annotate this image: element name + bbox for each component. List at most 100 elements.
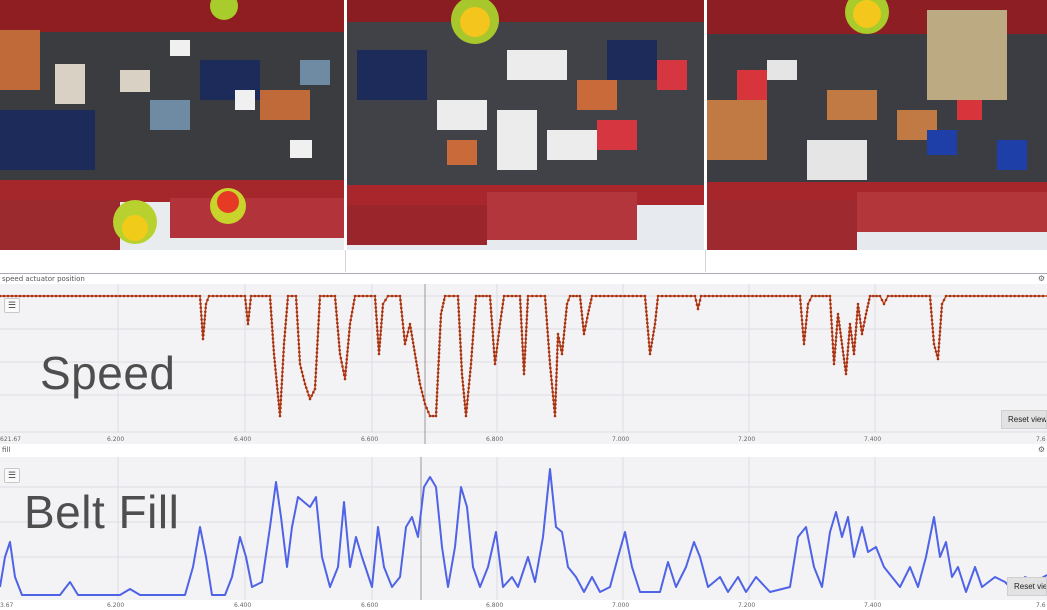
speed-data-point (942, 298, 946, 302)
speed-data-point (699, 294, 703, 298)
speed-data-point (399, 302, 403, 306)
speed-data-point (413, 352, 417, 356)
speed-data-point (993, 294, 996, 298)
speed-data-point (200, 314, 203, 317)
speed-data-point (581, 321, 585, 324)
speed-data-point (410, 333, 414, 337)
speed-data-point (838, 327, 842, 331)
speed-data-point (312, 391, 315, 394)
speed-data-point (340, 361, 343, 364)
speed-data-point (660, 294, 664, 298)
speed-data-point (799, 306, 803, 310)
speed-data-point (270, 321, 274, 325)
speed-data-point (880, 298, 884, 302)
speed-data-point (339, 356, 343, 360)
speed-data-point (439, 324, 442, 328)
speed-data-point (589, 298, 593, 301)
speed-data-point (478, 294, 481, 298)
legend-list-icon[interactable]: ☰ (4, 298, 20, 313)
speed-data-point (468, 378, 471, 382)
speed-data-point (257, 294, 260, 298)
speed-data-point (438, 328, 442, 331)
speed-data-point (655, 302, 659, 306)
fill-x-tick: 6.800 (486, 602, 504, 609)
speed-data-point (277, 399, 280, 402)
speed-data-point (315, 363, 318, 367)
fill-reset-view-button[interactable]: Reset view (1007, 577, 1047, 596)
speed-data-point (1025, 294, 1029, 298)
speed-data-point (656, 298, 659, 302)
speed-data-point (647, 337, 650, 340)
speed-data-point (38, 294, 42, 298)
speed-data-point (547, 350, 551, 354)
speed-data-point (719, 294, 723, 298)
speed-data-point (572, 294, 575, 298)
speed-data-point (933, 346, 937, 350)
speed-data-point (831, 334, 834, 338)
speed-data-point (110, 294, 114, 298)
speed-data-point (814, 294, 817, 298)
speed-data-point (458, 322, 461, 325)
speed-data-point (316, 327, 320, 330)
speed-data-point (436, 387, 439, 390)
speed-data-point (284, 318, 288, 322)
speed-data-point (337, 337, 340, 340)
speed-data-point (273, 356, 276, 360)
legend-list-icon[interactable]: ☰ (4, 468, 20, 483)
speed-data-point (34, 294, 38, 298)
speed-data-point (423, 402, 427, 406)
speed-reset-view-button[interactable]: Reset view (1001, 410, 1047, 429)
speed-data-point (846, 349, 850, 353)
speed-data-point (436, 383, 439, 386)
speed-data-point (715, 294, 719, 298)
speed-data-point (146, 294, 150, 298)
speed-data-point (462, 391, 466, 395)
speed-data-point (909, 294, 913, 298)
speed-data-point (832, 362, 836, 366)
speed-data-point (940, 302, 944, 306)
speed-data-point (318, 294, 322, 298)
speed-data-point (799, 298, 802, 302)
speed-data-point (411, 337, 414, 341)
speed-data-point (297, 342, 301, 346)
speed-data-point (471, 334, 475, 338)
speed-data-point (514, 294, 518, 298)
speed-data-point (280, 378, 284, 382)
speed-data-point (438, 332, 442, 335)
speed-data-point (322, 294, 326, 298)
speed-data-point (343, 377, 347, 381)
speed-data-point (1033, 294, 1037, 298)
speed-data-point (800, 310, 803, 314)
speed-data-point (635, 294, 639, 298)
speed-data-point (651, 337, 654, 341)
speed-data-point (525, 310, 529, 313)
speed-data-point (558, 340, 561, 344)
gear-icon[interactable]: ⚙ (1037, 445, 1045, 454)
speed-data-point (467, 382, 471, 386)
speed-data-point (555, 367, 559, 371)
speed-data-point (464, 414, 468, 418)
speed-data-point (460, 368, 464, 372)
speed-data-point (968, 294, 972, 298)
speed-data-point (842, 357, 846, 361)
speed-data-point (336, 321, 339, 325)
speed-data-point (707, 294, 711, 298)
speed-data-point (345, 354, 349, 357)
speed-data-point (301, 374, 305, 378)
gear-icon[interactable]: ⚙ (1037, 274, 1045, 283)
speed-data-point (547, 342, 550, 346)
speed-data-point (314, 375, 317, 379)
speed-data-point (276, 387, 279, 391)
speed-data-point (326, 294, 329, 298)
speed-data-point (379, 329, 383, 333)
speed-chart[interactable] (0, 284, 1047, 444)
speed-data-point (502, 294, 506, 298)
speed-data-point (585, 320, 588, 324)
speed-data-point (898, 294, 901, 298)
speed-data-point (940, 310, 943, 314)
speed-data-point (518, 294, 522, 298)
speed-data-point (437, 355, 441, 359)
speed-data-point (308, 397, 312, 401)
fill-chart[interactable] (0, 457, 1047, 600)
speed-data-point (439, 312, 443, 316)
